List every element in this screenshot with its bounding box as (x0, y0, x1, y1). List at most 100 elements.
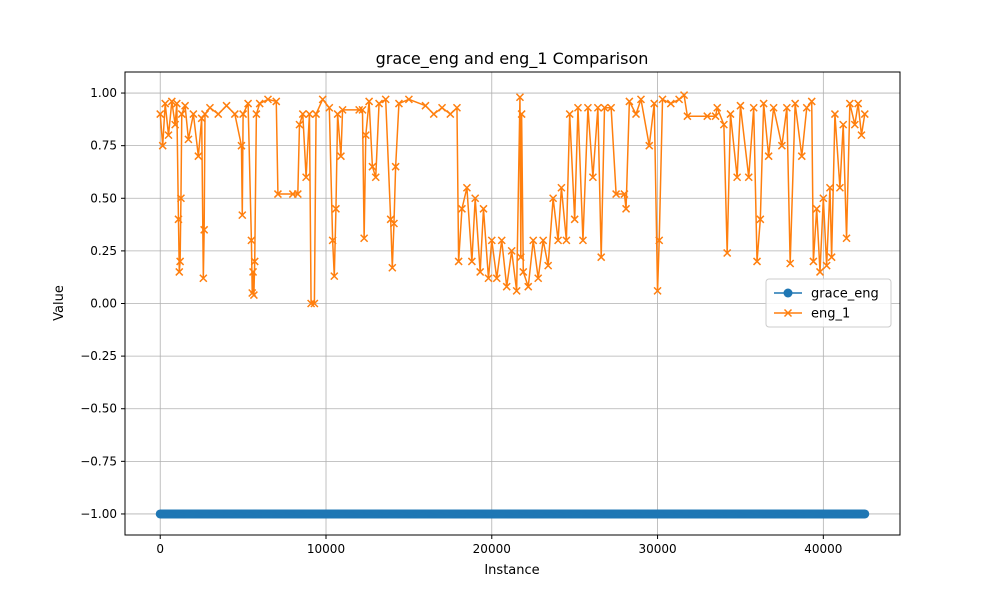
data-point-eng-1 (631, 110, 641, 119)
data-point-eng-1 (391, 162, 400, 171)
chart-title: grace_eng and eng_1 Comparison (376, 49, 649, 69)
data-point-eng-1 (273, 190, 282, 199)
data-point-eng-1 (622, 204, 631, 213)
data-point-eng-1 (534, 274, 543, 283)
legend-marker (783, 288, 793, 298)
y-tick-label: 0.50 (90, 191, 117, 205)
data-point-eng-1 (307, 299, 316, 308)
data-point-eng-1 (860, 110, 869, 119)
y-tick-label: 0.75 (90, 139, 117, 153)
data-point-eng-1 (658, 95, 667, 104)
data-point-eng-1 (557, 183, 566, 192)
data-point-eng-1 (749, 103, 758, 112)
data-point-eng-1 (381, 95, 390, 104)
data-point-eng-1 (612, 190, 621, 199)
data-point-eng-1 (857, 131, 866, 140)
x-tick-label: 20000 (473, 542, 511, 556)
data-point-eng-1 (703, 112, 712, 121)
legend-box (765, 278, 892, 328)
data-point-eng-1 (726, 110, 735, 119)
data-point-eng-1 (815, 267, 825, 276)
x-tick-label: 40000 (804, 542, 842, 556)
data-point-eng-1 (361, 131, 370, 140)
data-point-eng-1 (239, 110, 248, 119)
data-point-eng-1 (298, 110, 307, 119)
data-point-eng-1 (650, 99, 659, 108)
data-point-eng-1 (565, 110, 574, 119)
data-point-eng-1 (562, 236, 571, 245)
data-point-eng-1 (371, 173, 380, 182)
data-point-eng-1 (819, 194, 828, 203)
data-point-eng-1 (809, 257, 818, 266)
data-point-eng-1 (588, 173, 597, 182)
data-point-eng-1 (358, 105, 367, 114)
data-point-eng-1 (172, 99, 181, 108)
data-point-eng-1 (305, 110, 314, 119)
data-point-eng-1 (549, 194, 558, 203)
data-point-eng-1 (655, 236, 664, 245)
data-point-eng-1 (421, 101, 430, 110)
data-point-eng-1 (199, 274, 208, 283)
x-axis: 0 10000 20000 30000 40000 (156, 535, 842, 556)
data-point-eng-1 (807, 97, 816, 106)
data-point-eng-1 (507, 246, 516, 255)
data-point-eng-1 (512, 286, 521, 295)
data-point-eng-1 (736, 101, 745, 110)
data-point-eng-1 (467, 257, 476, 266)
legend-label: eng_1 (811, 307, 850, 322)
data-point-eng-1 (194, 152, 203, 161)
data-point-grace-eng (860, 509, 870, 519)
data-point-eng-1 (539, 236, 548, 245)
data-point-eng-1 (238, 211, 247, 220)
data-point-eng-1 (802, 103, 811, 112)
data-point-eng-1 (839, 120, 848, 129)
x-tick-label: 10000 (307, 542, 345, 556)
data-point-eng-1 (360, 234, 369, 243)
data-point-eng-1 (529, 236, 538, 245)
series-eng-1 (156, 91, 869, 308)
data-point-eng-1 (338, 105, 347, 114)
data-point-eng-1 (368, 162, 377, 171)
data-point-eng-1 (429, 110, 438, 119)
data-point-eng-1 (404, 95, 413, 104)
data-point-eng-1 (519, 267, 528, 276)
data-point-eng-1 (318, 95, 327, 104)
data-point-eng-1 (302, 173, 311, 182)
data-point-eng-1 (336, 152, 345, 161)
data-point-eng-1 (476, 267, 485, 276)
data-point-eng-1 (680, 91, 689, 100)
data-point-eng-1 (723, 248, 732, 258)
data-point-eng-1 (471, 194, 480, 203)
data-point-eng-1 (457, 204, 466, 213)
data-point-eng-1 (295, 120, 304, 129)
legend: grace_eng eng_1 (765, 278, 892, 328)
data-point-eng-1 (161, 99, 170, 108)
data-point-eng-1 (756, 215, 765, 224)
data-point-eng-1 (214, 110, 223, 119)
series-grace-eng (155, 509, 870, 519)
data-point-eng-1 (484, 274, 493, 283)
data-point-eng-1 (666, 99, 675, 108)
data-point-eng-1 (325, 103, 334, 112)
data-point-eng-1 (782, 103, 791, 112)
data-point-eng-1 (249, 267, 258, 276)
data-point-eng-1 (365, 97, 374, 106)
data-point-eng-1 (244, 99, 253, 108)
data-point-eng-1 (578, 236, 587, 245)
data-point-eng-1 (312, 110, 321, 119)
data-point-eng-1 (263, 95, 273, 104)
data-point-eng-1 (184, 135, 193, 144)
data-point-eng-1 (310, 299, 319, 308)
data-point-eng-1 (454, 257, 463, 266)
data-point-eng-1 (625, 97, 634, 106)
data-point-eng-1 (177, 110, 186, 119)
data-point-eng-1 (158, 141, 167, 150)
data-point-eng-1 (497, 236, 506, 245)
data-point-eng-1 (583, 103, 592, 112)
data-point-eng-1 (845, 99, 854, 108)
data-point-eng-1 (554, 236, 563, 245)
y-axis: 1.00 0.75 0.50 0.25 0.00 −0.25 −0.50 −0.75 −1.00 (80, 86, 125, 521)
data-point-eng-1 (328, 236, 337, 245)
x-axis-label: Instance (484, 563, 539, 578)
data-point-eng-1 (791, 99, 800, 108)
